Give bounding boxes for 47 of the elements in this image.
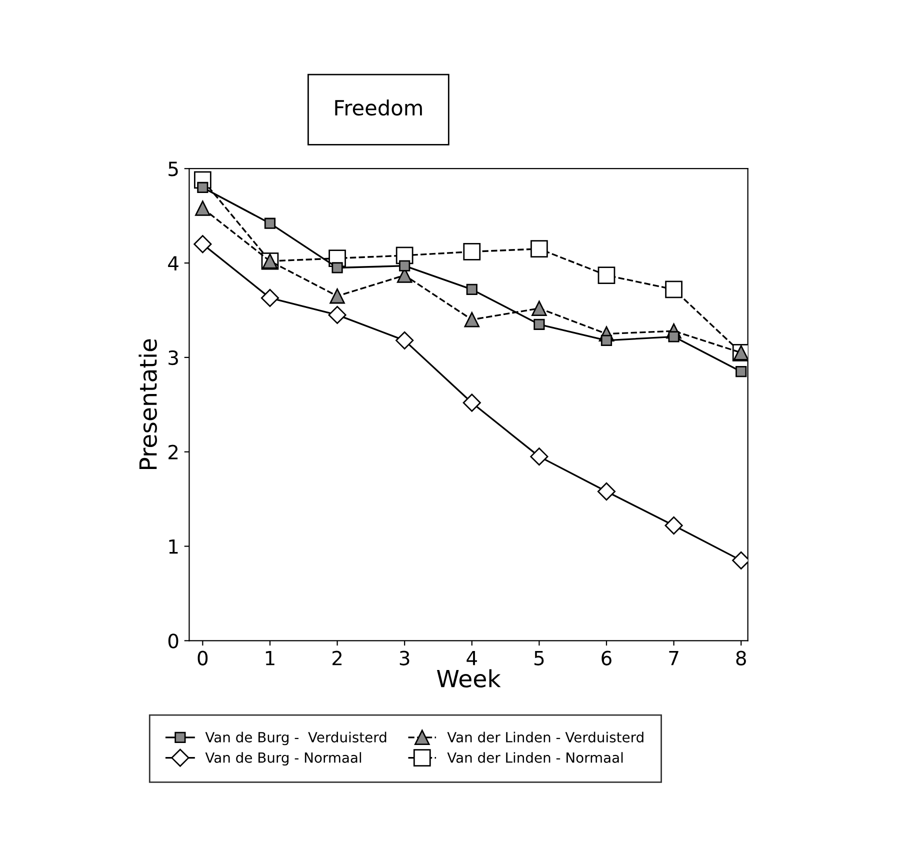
point — [195, 200, 210, 216]
point — [668, 331, 680, 342]
point — [264, 218, 276, 229]
point — [665, 280, 682, 298]
point — [664, 516, 683, 535]
point — [530, 240, 548, 258]
y-tick-label: 3 — [168, 350, 178, 366]
x-tick-label: 8 — [736, 650, 746, 666]
x-tick-label: 6 — [602, 650, 612, 666]
y-tick-label: 1 — [169, 539, 178, 554]
point — [530, 448, 548, 466]
legend-label: Van de Burg - Verduisterd — [205, 732, 386, 746]
y-axis-title: Presentatie — [138, 339, 157, 470]
x-tick-label: 1 — [266, 651, 274, 666]
legend-label: Van de Burg - Normaal — [205, 752, 362, 766]
point — [736, 366, 747, 378]
point — [466, 284, 478, 296]
x-tick-label: 7 — [669, 651, 678, 666]
point — [396, 331, 414, 350]
point — [534, 318, 545, 330]
point — [197, 182, 208, 194]
y-tick-label: 0 — [168, 634, 178, 648]
point — [597, 482, 616, 501]
y-tick-label: 5 — [168, 162, 178, 176]
point — [462, 394, 481, 412]
x-tick-label: 5 — [534, 651, 544, 666]
x-tick-label: 2 — [332, 650, 342, 666]
point — [194, 235, 212, 254]
point — [464, 312, 480, 328]
x-tick-label: 4 — [466, 651, 477, 666]
point — [598, 266, 616, 284]
y-tick-label: 2 — [168, 444, 178, 460]
point — [260, 288, 280, 307]
point — [332, 262, 343, 274]
point — [532, 300, 547, 316]
point — [330, 288, 345, 304]
y-tick-label: 4 — [168, 256, 178, 270]
legend-label: Van der Linden - Normaal — [447, 752, 623, 763]
point — [463, 243, 481, 260]
chart-title: Freedom — [335, 100, 422, 116]
point — [328, 306, 346, 324]
x-axis-title: Week — [436, 669, 501, 688]
x-tick-label: 3 — [400, 650, 410, 666]
point — [399, 260, 410, 272]
legend-label: Van der Linden - Verduisterd — [447, 732, 644, 742]
point — [600, 334, 612, 346]
x-tick-label: 0 — [198, 650, 208, 666]
